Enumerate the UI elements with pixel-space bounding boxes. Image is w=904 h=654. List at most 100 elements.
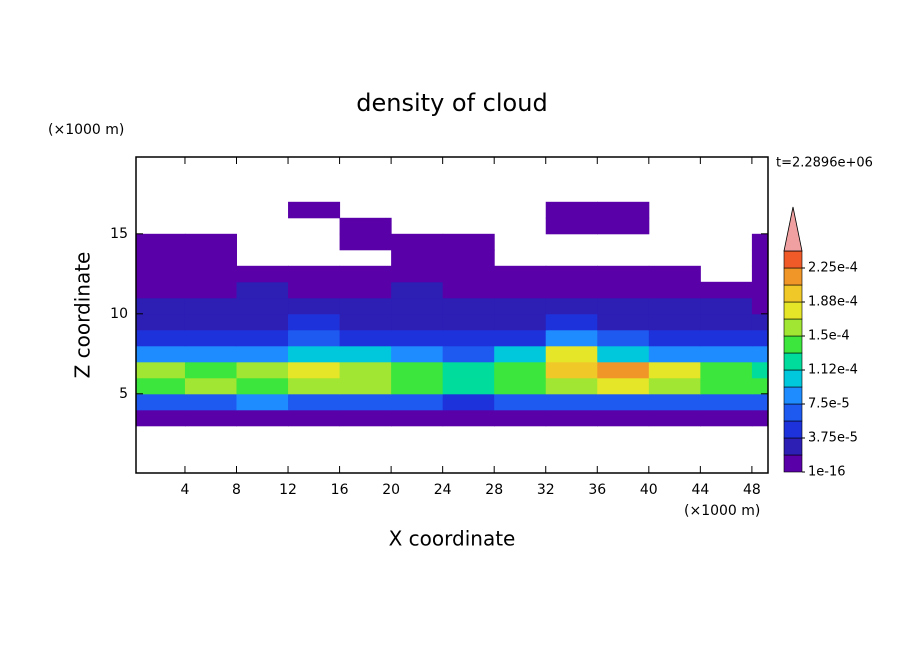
- cell: [442, 393, 495, 411]
- y-label: Z coordinate: [71, 252, 95, 379]
- cell: [751, 345, 768, 363]
- cell: [545, 361, 598, 379]
- cell: [545, 297, 598, 315]
- cell: [545, 377, 598, 395]
- cell: [545, 345, 598, 363]
- cell: [288, 345, 341, 363]
- cell: [545, 393, 598, 411]
- cell: [288, 313, 341, 331]
- cell: [648, 393, 701, 411]
- cell: [545, 281, 598, 299]
- cell: [136, 249, 186, 267]
- cell: [648, 377, 701, 395]
- cell: [184, 345, 238, 363]
- cell: [442, 281, 495, 299]
- cell: [442, 265, 495, 283]
- cell: [391, 393, 444, 411]
- cell: [700, 313, 753, 331]
- cell: [184, 265, 238, 283]
- colorbar-box: [783, 301, 803, 320]
- cell: [288, 329, 341, 347]
- y-unit: (×1000 m): [48, 122, 124, 138]
- cell: [545, 313, 598, 331]
- cell: [288, 201, 341, 219]
- x-tick-label: 20: [382, 482, 400, 498]
- colorbar-box: [783, 267, 803, 286]
- cell: [236, 329, 289, 347]
- cell: [494, 361, 547, 379]
- cell: [391, 233, 444, 251]
- cell: [339, 361, 392, 379]
- cell: [597, 329, 650, 347]
- cell: [136, 281, 186, 299]
- cell: [236, 313, 289, 331]
- cell: [339, 409, 392, 427]
- cell: [236, 265, 289, 283]
- cell: [597, 313, 650, 331]
- plot-frame: [135, 156, 769, 474]
- cell: [136, 329, 186, 347]
- cell: [288, 297, 341, 315]
- cell: [751, 409, 768, 427]
- cell: [494, 377, 547, 395]
- cell: [700, 281, 753, 299]
- cell: [184, 409, 238, 427]
- cell: [391, 313, 444, 331]
- cell: [751, 249, 768, 267]
- cell: [751, 313, 768, 331]
- cell: [184, 329, 238, 347]
- cell: [339, 313, 392, 331]
- cell: [597, 297, 650, 315]
- cell: [339, 297, 392, 315]
- cell: [648, 345, 701, 363]
- x-tick-label: 4: [181, 482, 190, 498]
- colorbar-box: [783, 352, 803, 371]
- cell: [751, 297, 768, 315]
- cell: [288, 377, 341, 395]
- y-tick-label: 5: [119, 386, 128, 402]
- cell: [339, 217, 392, 235]
- cell: [751, 361, 768, 379]
- cell: [136, 233, 186, 251]
- colorbar-label: 1.12e-4: [808, 363, 858, 378]
- cell: [391, 361, 444, 379]
- y-tick-label: 10: [110, 306, 128, 322]
- cell: [136, 313, 186, 331]
- cell: [700, 409, 753, 427]
- cell: [236, 297, 289, 315]
- cell: [136, 297, 186, 315]
- colorbar-box: [783, 454, 803, 473]
- cell: [700, 297, 753, 315]
- cell: [442, 377, 495, 395]
- cell: [136, 265, 186, 283]
- cell: [494, 297, 547, 315]
- cell: [442, 361, 495, 379]
- cell: [391, 265, 444, 283]
- cell: [597, 361, 650, 379]
- cell: [648, 265, 701, 283]
- cell: [184, 377, 238, 395]
- cell: [236, 377, 289, 395]
- cell: [442, 329, 495, 347]
- y-tick-label: 15: [110, 226, 128, 242]
- cell: [700, 393, 753, 411]
- cell: [545, 329, 598, 347]
- cell: [184, 297, 238, 315]
- cell: [288, 409, 341, 427]
- cell: [597, 265, 650, 283]
- cell: [494, 409, 547, 427]
- x-unit: (×1000 m): [684, 503, 760, 519]
- colorbar-box: [783, 284, 803, 303]
- x-tick-label: 44: [691, 482, 709, 498]
- cell: [184, 281, 238, 299]
- cell: [494, 329, 547, 347]
- colorbar-box: [783, 420, 803, 439]
- cell: [391, 297, 444, 315]
- cell: [545, 217, 598, 235]
- cell: [391, 377, 444, 395]
- cell: [288, 361, 341, 379]
- cell: [751, 265, 768, 283]
- cell: [339, 329, 392, 347]
- cell: [184, 249, 238, 267]
- cell: [236, 281, 289, 299]
